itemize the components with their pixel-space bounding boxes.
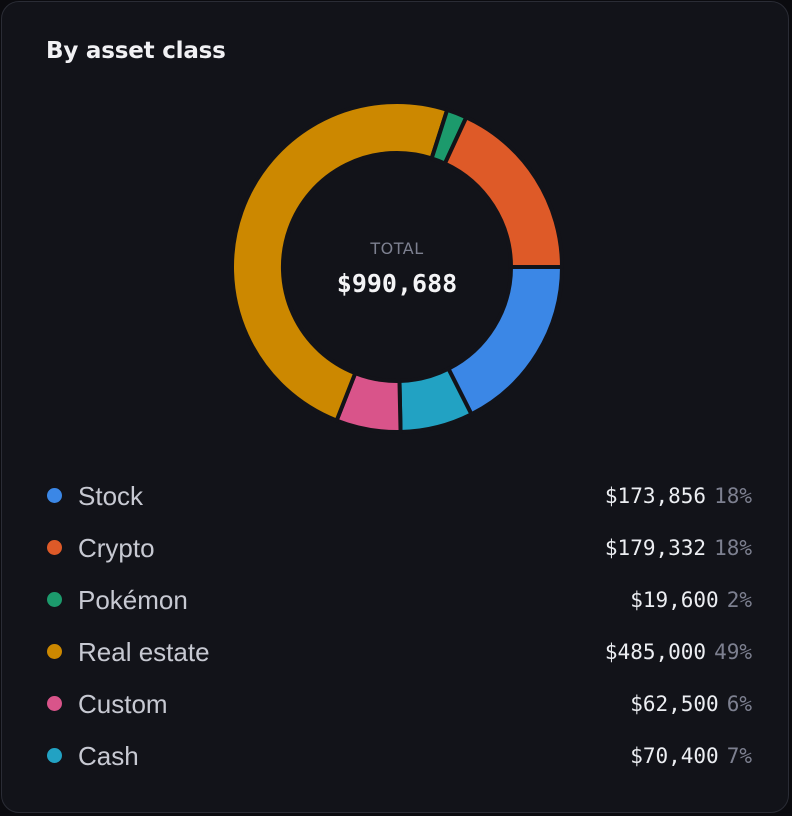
legend: Stock $173,856 18% Crypto $179,332 18% Pokémon… (46, 470, 752, 782)
legend-values: $19,600 2% (630, 588, 752, 612)
legend-swatch (47, 592, 62, 607)
legend-amount: $485,000 (604, 640, 707, 664)
legend-amount: $70,400 (630, 744, 719, 768)
slice-crypto (442, 115, 564, 269)
card-title: By asset class (46, 38, 226, 64)
legend-percent: 49% (714, 640, 752, 664)
legend-label: Crypto (78, 533, 155, 563)
legend-label: Cash (78, 741, 139, 771)
legend-values: $70,400 7% (630, 744, 752, 768)
legend-swatch (47, 696, 62, 711)
total-label: TOTAL (369, 239, 423, 258)
legend-amount: $179,332 (604, 536, 707, 560)
donut-chart: TOTAL $990,688 (230, 100, 564, 434)
legend-percent: 18% (714, 484, 752, 508)
legend-item-stock: Stock $173,856 18% (46, 470, 752, 522)
legend-swatch (47, 644, 62, 659)
legend-values: $179,332 18% (605, 536, 752, 560)
legend-percent: 7% (726, 744, 752, 768)
legend-amount: $62,500 (630, 692, 719, 716)
legend-item-real-estate: Real estate $485,000 49% (46, 626, 752, 678)
legend-swatch (47, 748, 62, 763)
legend-item-pokemon: Pokémon $19,600 2% (46, 574, 752, 626)
slice-real-estate (230, 100, 450, 423)
legend-item-cash: Cash $70,400 7% (46, 730, 752, 782)
legend-item-crypto: Crypto $179,332 18% (46, 522, 752, 574)
legend-item-custom: Custom $62,500 6% (46, 678, 752, 730)
legend-percent: 6% (726, 692, 752, 716)
legend-label: Real estate (78, 637, 210, 667)
legend-amount: $19,600 (630, 588, 719, 612)
legend-amount: $173,856 (604, 484, 707, 508)
legend-values: $485,000 49% (605, 640, 752, 664)
legend-percent: 18% (714, 536, 752, 560)
legend-label: Stock (78, 481, 144, 511)
legend-values: $173,856 18% (605, 484, 752, 508)
legend-percent: 2% (726, 588, 752, 612)
slice-stock (446, 265, 564, 417)
donut-slices (230, 100, 564, 434)
legend-swatch (47, 488, 62, 503)
legend-label: Custom (78, 689, 168, 719)
legend-values: $62,500 6% (630, 692, 752, 716)
legend-label: Pokémon (78, 585, 188, 615)
legend-swatch (47, 540, 62, 555)
total-value: $990,688 (337, 269, 457, 298)
